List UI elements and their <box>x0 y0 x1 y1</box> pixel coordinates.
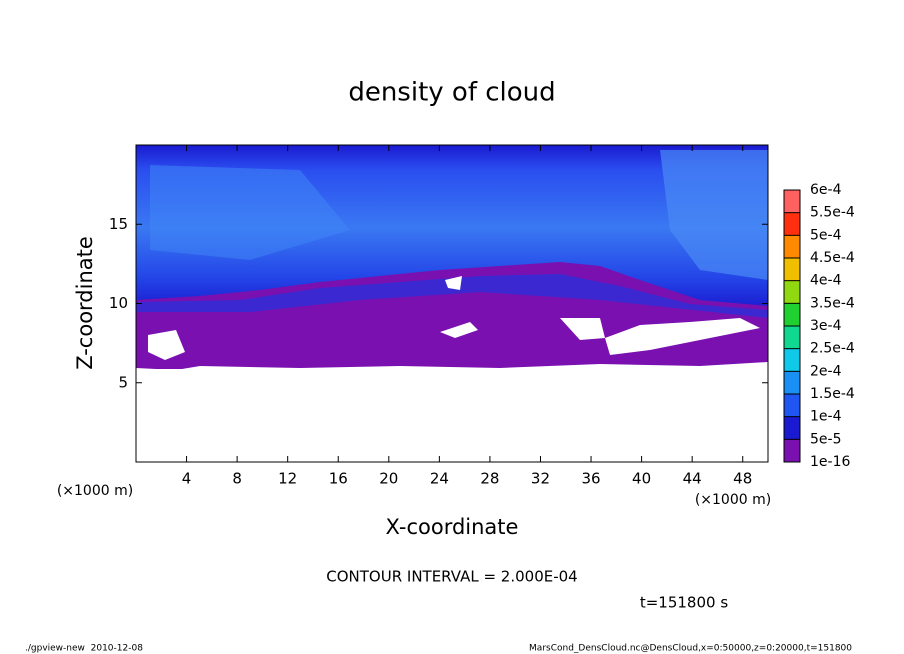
colorbar-swatch <box>784 439 800 462</box>
y-axis-unit: (×1000 m) <box>57 483 133 499</box>
x-tick-label: 48 <box>733 470 752 488</box>
colorbar-label: 3.5e-4 <box>810 295 855 311</box>
colorbar-label: 5.5e-4 <box>810 205 855 221</box>
time-label: t=151800 s <box>640 594 728 612</box>
y-tick-label: 15 <box>109 215 128 233</box>
colorbar-swatch <box>784 416 800 440</box>
colorbar-label: 2e-4 <box>810 363 842 379</box>
x-tick-label: 4 <box>182 470 192 488</box>
colorbar-label: 5e-4 <box>810 227 842 243</box>
x-tick-label: 16 <box>329 470 348 488</box>
colorbar-label: 5e-5 <box>810 431 841 447</box>
colorbar-swatch <box>784 303 800 326</box>
y-tick-label: 5 <box>118 373 128 391</box>
colorbar-label: 4e-4 <box>810 273 842 289</box>
x-tick-label: 12 <box>278 470 297 488</box>
colorbar-swatch <box>784 371 800 394</box>
colorbar-swatch <box>784 394 800 417</box>
colorbar-swatch <box>784 326 800 349</box>
contour-interval: CONTOUR INTERVAL = 2.000E-04 <box>326 568 577 586</box>
y-axis-label: Z-coordinate <box>73 236 97 370</box>
contour-field <box>136 145 768 462</box>
x-axis-label: X-coordinate <box>386 515 519 539</box>
footer-right: MarsCond_DensCloud.nc@DensCloud,x=0:5000… <box>529 644 852 654</box>
y-tick-label: 10 <box>109 294 128 312</box>
x-tick-label: 28 <box>480 470 499 488</box>
colorbar-swatch <box>784 235 800 258</box>
x-tick-label: 44 <box>683 470 702 488</box>
colorbar-label: 1e-4 <box>810 409 842 425</box>
x-tick-label: 8 <box>232 470 242 488</box>
colorbar-label: 1.5e-4 <box>810 386 855 402</box>
x-tick-label: 24 <box>430 470 449 488</box>
colorbar-swatch <box>784 212 800 236</box>
x-tick-label: 20 <box>379 470 398 488</box>
x-axis-unit: (×1000 m) <box>695 492 771 508</box>
colorbar-label: 2.5e-4 <box>810 341 855 357</box>
x-tick-label: 36 <box>581 470 600 488</box>
footer-left: ./gpview-new 2010-12-08 <box>25 644 143 654</box>
colorbar-label: 1e-16 <box>810 454 850 470</box>
x-tick-label: 32 <box>531 470 550 488</box>
x-tick-label: 40 <box>632 470 651 488</box>
colorbar-swatch <box>784 280 800 304</box>
colorbar-label: 3e-4 <box>810 318 842 334</box>
colorbar-label: 6e-4 <box>810 182 842 198</box>
colorbar-swatch <box>784 258 800 281</box>
colorbar-label: 4.5e-4 <box>810 250 855 266</box>
colorbar-swatch <box>784 190 800 213</box>
colorbar-swatch <box>784 348 800 372</box>
chart-title: density of cloud <box>348 78 555 108</box>
